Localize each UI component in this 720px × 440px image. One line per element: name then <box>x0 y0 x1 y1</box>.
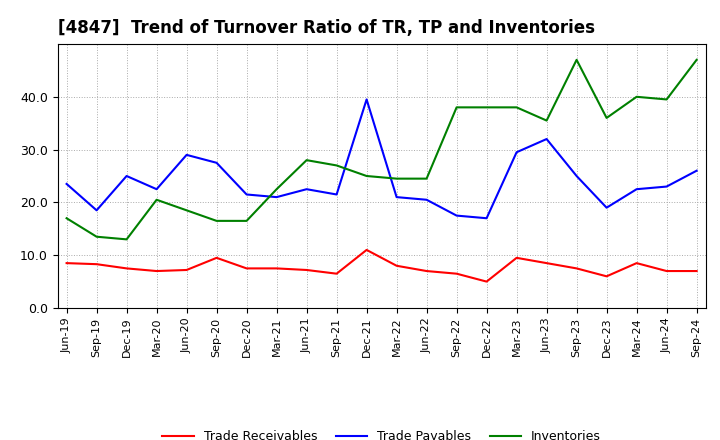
Trade Payables <box>272 194 281 200</box>
Line: Inventories: Inventories <box>66 60 697 239</box>
Trade Payables <box>422 197 431 202</box>
Trade Receivables <box>182 268 191 273</box>
Inventories <box>62 216 71 221</box>
Trade Receivables <box>632 260 641 266</box>
Inventories <box>153 197 161 202</box>
Trade Receivables <box>572 266 581 271</box>
Inventories <box>542 118 551 123</box>
Trade Payables <box>542 136 551 142</box>
Trade Receivables <box>62 260 71 266</box>
Trade Receivables <box>392 263 401 268</box>
Trade Receivables <box>422 268 431 274</box>
Trade Payables <box>693 168 701 173</box>
Trade Payables <box>92 208 101 213</box>
Trade Payables <box>632 187 641 192</box>
Trade Receivables <box>302 268 311 273</box>
Inventories <box>392 176 401 181</box>
Trade Receivables <box>452 271 461 276</box>
Trade Receivables <box>693 268 701 274</box>
Trade Payables <box>212 160 221 165</box>
Inventories <box>182 208 191 213</box>
Trade Receivables <box>92 261 101 267</box>
Inventories <box>272 187 281 192</box>
Inventories <box>513 105 521 110</box>
Trade Receivables <box>542 260 551 266</box>
Trade Payables <box>333 192 341 197</box>
Inventories <box>693 57 701 62</box>
Trade Payables <box>153 187 161 192</box>
Trade Payables <box>242 192 251 197</box>
Trade Payables <box>482 216 491 221</box>
Inventories <box>662 97 671 102</box>
Inventories <box>602 115 611 121</box>
Trade Receivables <box>362 247 371 253</box>
Trade Receivables <box>242 266 251 271</box>
Inventories <box>212 218 221 224</box>
Inventories <box>632 94 641 99</box>
Text: [4847]  Trend of Turnover Ratio of TR, TP and Inventories: [4847] Trend of Turnover Ratio of TR, TP… <box>58 19 595 37</box>
Trade Payables <box>602 205 611 210</box>
Inventories <box>362 173 371 179</box>
Trade Payables <box>392 194 401 200</box>
Inventories <box>422 176 431 181</box>
Trade Receivables <box>122 266 131 271</box>
Inventories <box>572 57 581 62</box>
Inventories <box>122 237 131 242</box>
Trade Payables <box>513 150 521 155</box>
Inventories <box>92 234 101 239</box>
Trade Receivables <box>153 268 161 274</box>
Line: Trade Receivables: Trade Receivables <box>66 250 697 282</box>
Trade Receivables <box>482 279 491 284</box>
Trade Receivables <box>662 268 671 274</box>
Trade Receivables <box>272 266 281 271</box>
Trade Receivables <box>513 255 521 260</box>
Inventories <box>452 105 461 110</box>
Inventories <box>482 105 491 110</box>
Trade Receivables <box>212 255 221 260</box>
Inventories <box>242 218 251 224</box>
Trade Payables <box>122 173 131 179</box>
Trade Payables <box>662 184 671 189</box>
Trade Payables <box>362 97 371 102</box>
Inventories <box>302 158 311 163</box>
Trade Payables <box>182 152 191 158</box>
Legend: Trade Receivables, Trade Payables, Inventories: Trade Receivables, Trade Payables, Inven… <box>157 425 606 440</box>
Trade Payables <box>62 181 71 187</box>
Trade Payables <box>572 173 581 179</box>
Trade Payables <box>452 213 461 218</box>
Trade Payables <box>302 187 311 192</box>
Inventories <box>333 163 341 168</box>
Trade Receivables <box>602 274 611 279</box>
Line: Trade Payables: Trade Payables <box>66 99 697 218</box>
Trade Receivables <box>333 271 341 276</box>
